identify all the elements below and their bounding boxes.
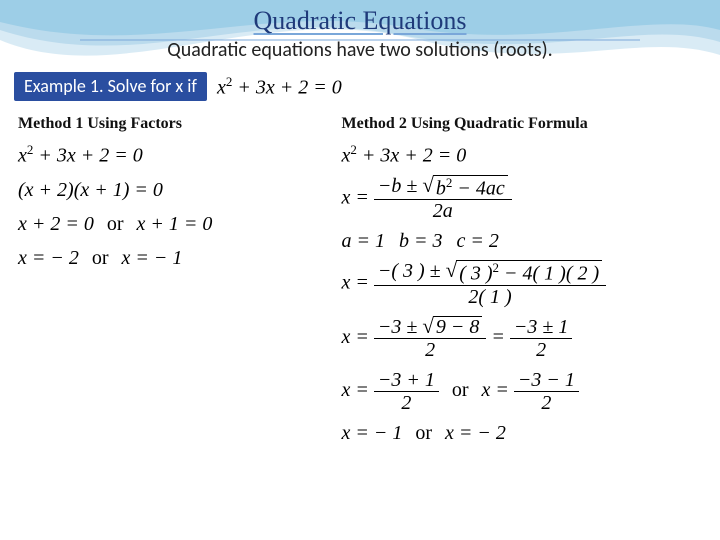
m2-result: x = − 1 or x = − 2 <box>341 422 702 444</box>
m1-line3: x + 2 = 0 or x + 1 = 0 <box>18 213 331 235</box>
page-subtitle: Quadratic equations have two solutions (… <box>0 38 720 62</box>
example-label: Example 1. Solve for x if <box>14 72 207 101</box>
page-title: Quadratic Equations <box>0 0 720 36</box>
m2-simp1: x = −3 ± √9 − 82 = −3 ± 12 <box>341 316 702 361</box>
example-row: Example 1. Solve for x if x2 + 3x + 2 = … <box>0 72 720 101</box>
method2-heading: Method 2 Using Quadratic Formula <box>341 115 702 133</box>
m2-sub: x = −( 3 ) ± √( 3 )2 − 4( 1 )( 2 )2( 1 ) <box>341 260 702 308</box>
method1-column: Method 1 Using Factors x2 + 3x + 2 = 0 (… <box>18 115 331 452</box>
m2-eq1: x2 + 3x + 2 = 0 <box>341 143 702 167</box>
method1-heading: Method 1 Using Factors <box>18 115 331 133</box>
m1-line2: (x + 2)(x + 1) = 0 <box>18 179 331 201</box>
m2-coeffs: a = 1 b = 3 c = 2 <box>341 230 702 252</box>
method2-column: Method 2 Using Quadratic Formula x2 + 3x… <box>341 115 702 452</box>
m1-line4: x = − 2 or x = − 1 <box>18 247 331 269</box>
example-equation: x2 + 3x + 2 = 0 <box>217 75 342 99</box>
m1-line1: x2 + 3x + 2 = 0 <box>18 143 331 167</box>
m2-formula: x = −b ± √b2 − 4ac2a <box>341 175 702 223</box>
m2-simp2: x = −3 + 12 or x = −3 − 12 <box>341 369 702 414</box>
